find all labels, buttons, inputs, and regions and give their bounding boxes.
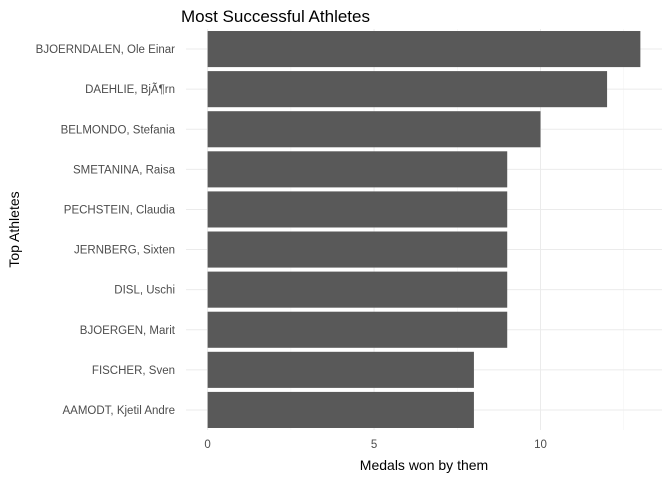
y-tick-label: SMETANINA, Raisa	[73, 164, 176, 176]
bar	[207, 231, 508, 268]
bar	[207, 111, 541, 148]
y-axis-title: Top Athletes	[6, 191, 22, 267]
y-tick-label: BJOERNDALEN, Ole Einar	[36, 44, 175, 56]
y-tick-label: BELMONDO, Stefania	[61, 124, 176, 136]
x-tick-label: 10	[534, 439, 547, 451]
bar	[207, 391, 474, 428]
y-tick-label: DISL, Uschi	[114, 285, 175, 297]
y-tick-label: AAMODT, Kjetil Andre	[63, 405, 175, 417]
chart-title: Most Successful Athletes	[181, 7, 370, 26]
bar	[207, 151, 508, 188]
bar	[207, 191, 508, 228]
y-tick-labels: BJOERNDALEN, Ole Einar DAEHLIE, BjÃ¶rn BEL…	[36, 44, 176, 417]
bars	[207, 31, 641, 428]
x-tick-label: 5	[371, 439, 377, 451]
y-tick-label: PECHSTEIN, Claudia	[64, 204, 176, 216]
bar	[207, 351, 474, 388]
bar	[207, 71, 608, 108]
y-tick-label: DAEHLIE, BjÃ¶rn	[85, 83, 175, 96]
y-tick-label: FISCHER, Sven	[92, 365, 175, 377]
y-tick-label: JERNBERG, Sixten	[74, 245, 175, 257]
bar	[207, 311, 508, 348]
bar	[207, 31, 641, 68]
bar	[207, 271, 508, 308]
x-axis-title: Medals won by them	[360, 457, 488, 473]
x-tick-label: 0	[204, 439, 210, 451]
x-tick-labels: 0 5 10	[204, 439, 546, 451]
y-tick-label: BJOERGEN, Marit	[80, 325, 176, 337]
